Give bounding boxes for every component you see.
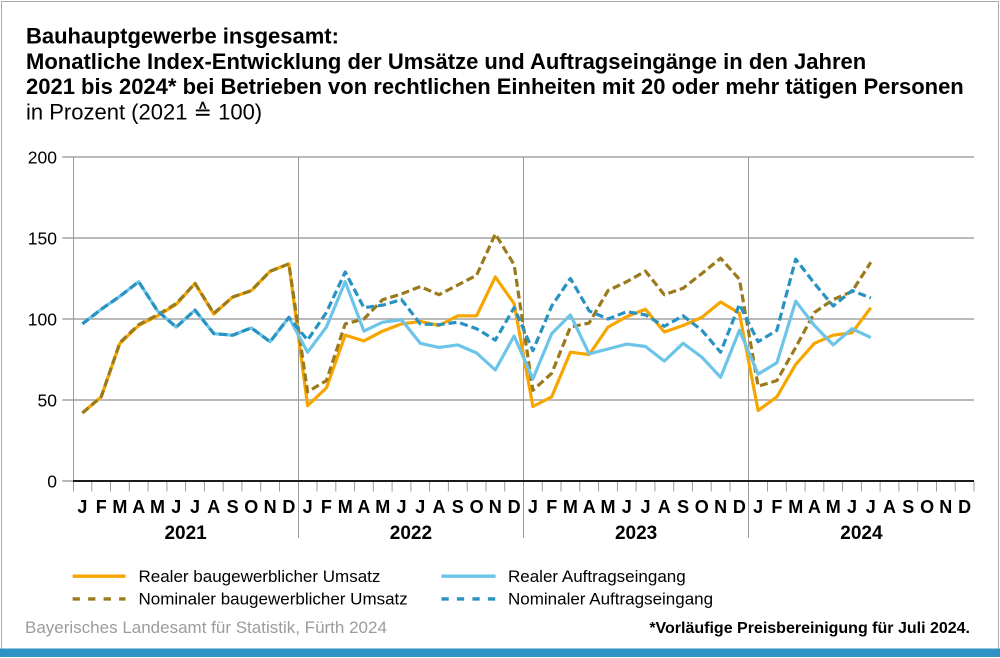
svg-text:N: N	[714, 497, 727, 517]
svg-text:J: J	[396, 497, 406, 517]
svg-text:D: D	[733, 497, 746, 517]
svg-text:50: 50	[38, 390, 58, 410]
svg-text:D: D	[282, 497, 295, 517]
svg-text:150: 150	[28, 228, 57, 248]
svg-text:O: O	[920, 497, 934, 517]
svg-text:2024: 2024	[840, 523, 883, 544]
svg-text:J: J	[866, 497, 876, 517]
svg-text:O: O	[470, 497, 484, 517]
svg-text:A: A	[132, 497, 145, 517]
svg-text:M: M	[826, 497, 841, 517]
svg-text:N: N	[939, 497, 952, 517]
svg-text:F: F	[321, 497, 332, 517]
svg-text:M: M	[375, 497, 390, 517]
svg-text:Nominaler baugewerblicher Umsa: Nominaler baugewerblicher Umsatz	[139, 590, 408, 609]
svg-text:S: S	[452, 497, 464, 517]
svg-text:J: J	[640, 497, 650, 517]
svg-text:Realer baugewerblicher Umsatz: Realer baugewerblicher Umsatz	[139, 567, 381, 586]
svg-text:Bayerisches Landesamt für Stat: Bayerisches Landesamt für Statistik, Für…	[25, 618, 387, 637]
svg-text:J: J	[528, 497, 538, 517]
svg-text:S: S	[677, 497, 689, 517]
svg-text:M: M	[788, 497, 803, 517]
svg-text:N: N	[264, 497, 277, 517]
svg-text:200: 200	[28, 147, 57, 167]
svg-text:Bauhauptgewerbe insgesamt:: Bauhauptgewerbe insgesamt:	[26, 23, 339, 48]
svg-text:M: M	[338, 497, 353, 517]
svg-text:M: M	[150, 497, 165, 517]
svg-text:A: A	[658, 497, 671, 517]
svg-text:O: O	[695, 497, 709, 517]
svg-text:J: J	[753, 497, 763, 517]
svg-text:in Prozent (2021 ≙ 100): in Prozent (2021 ≙ 100)	[26, 100, 262, 125]
svg-text:S: S	[227, 497, 239, 517]
svg-text:D: D	[958, 497, 971, 517]
svg-text:A: A	[583, 497, 596, 517]
svg-text:Realer Auftragseingang: Realer Auftragseingang	[508, 567, 686, 586]
svg-text:J: J	[622, 497, 632, 517]
svg-text:J: J	[303, 497, 313, 517]
svg-text:M: M	[112, 497, 127, 517]
svg-text:2023: 2023	[615, 523, 657, 544]
svg-text:M: M	[563, 497, 578, 517]
svg-text:J: J	[847, 497, 857, 517]
svg-text:F: F	[96, 497, 107, 517]
svg-text:M: M	[601, 497, 616, 517]
svg-text:F: F	[546, 497, 557, 517]
svg-text:A: A	[207, 497, 220, 517]
svg-text:F: F	[771, 497, 782, 517]
svg-text:D: D	[508, 497, 521, 517]
svg-text:2022: 2022	[390, 523, 432, 544]
svg-text:Nominaler Auftragseingang: Nominaler Auftragseingang	[508, 590, 713, 609]
svg-text:0: 0	[47, 471, 57, 491]
svg-text:A: A	[808, 497, 821, 517]
svg-text:100: 100	[28, 309, 57, 329]
svg-text:J: J	[77, 497, 87, 517]
svg-text:J: J	[190, 497, 200, 517]
svg-text:2021: 2021	[164, 523, 207, 544]
svg-text:J: J	[171, 497, 181, 517]
svg-text:A: A	[883, 497, 896, 517]
svg-text:N: N	[489, 497, 502, 517]
svg-text:2021 bis 2024* bei Betrieben v: 2021 bis 2024* bei Betrieben von rechtli…	[26, 74, 964, 99]
svg-text:O: O	[244, 497, 258, 517]
svg-text:*Vorläufige Preisbereinigung f: *Vorläufige Preisbereinigung für Juli 20…	[649, 620, 970, 637]
svg-text:A: A	[433, 497, 446, 517]
svg-text:Monatliche Index-Entwicklung d: Monatliche Index-Entwicklung der Umsätze…	[26, 49, 866, 74]
svg-text:J: J	[415, 497, 425, 517]
svg-text:S: S	[902, 497, 914, 517]
svg-text:A: A	[357, 497, 370, 517]
